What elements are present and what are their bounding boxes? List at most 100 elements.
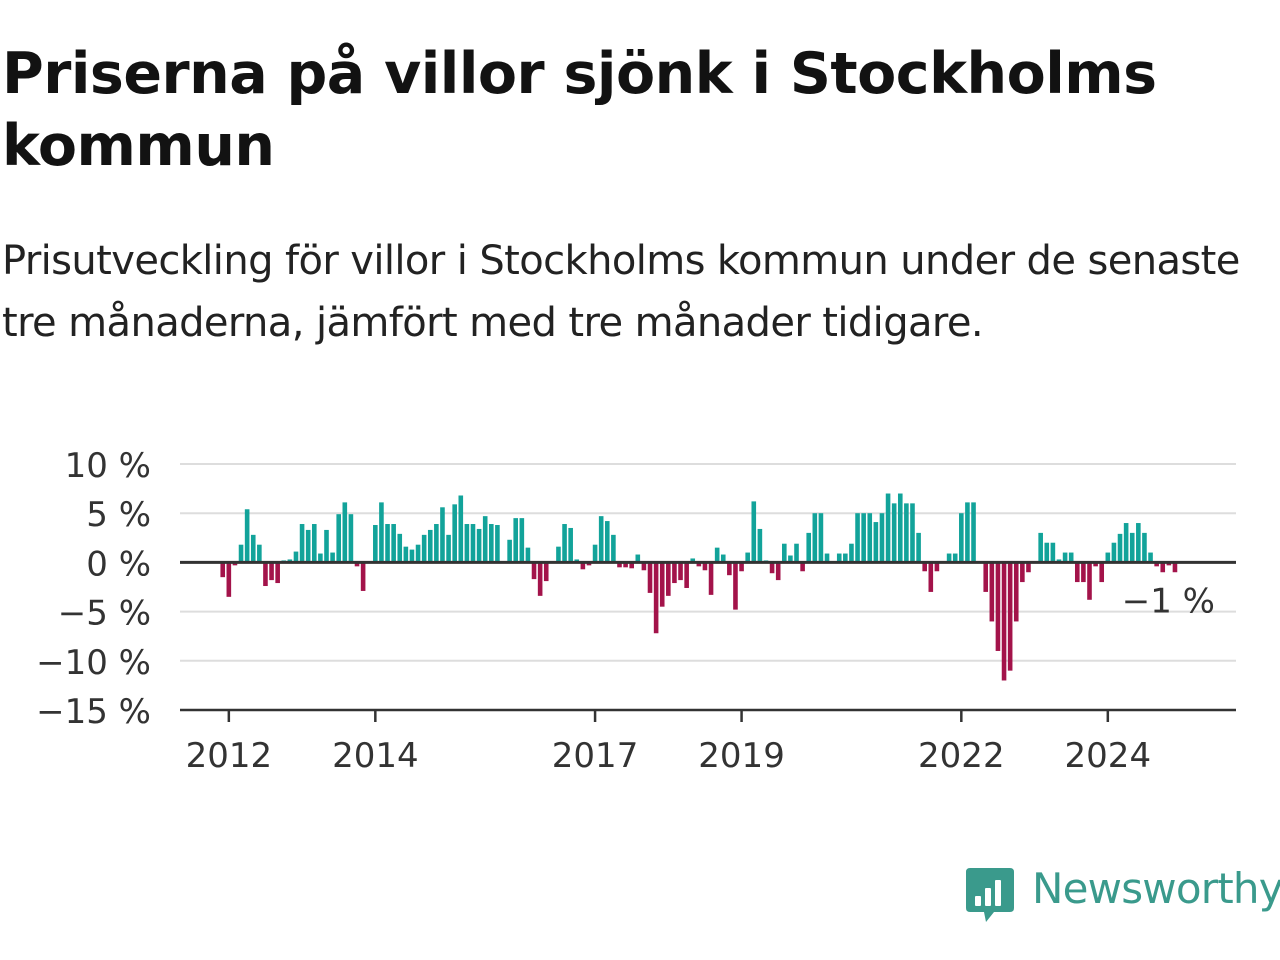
bar: [464, 524, 470, 563]
bar: [598, 516, 604, 563]
bar: [1026, 562, 1031, 573]
y-tick-label: −10 %: [36, 643, 151, 683]
bar: [1001, 562, 1007, 681]
bar: [873, 522, 879, 563]
bar: [409, 549, 415, 563]
bar: [293, 551, 299, 563]
bar: [733, 562, 738, 610]
chart-title: Priserna på villor sjönk i Stockholms ko…: [2, 41, 1157, 179]
bar: [592, 544, 598, 563]
bar: [879, 513, 885, 563]
bar: [1172, 562, 1178, 573]
bar: [1081, 562, 1086, 583]
bar: [1142, 532, 1147, 563]
bar: [836, 553, 842, 563]
bar: [1050, 542, 1056, 563]
bar: [959, 513, 964, 563]
bar: [1117, 533, 1123, 563]
bar: [672, 562, 677, 584]
bar: [299, 524, 305, 563]
bar: [311, 524, 317, 563]
bar: [843, 553, 848, 563]
bar: [525, 547, 531, 563]
bar: [965, 502, 970, 563]
x-tick-label: 2012: [186, 736, 273, 776]
chart-subtitle: Prisutveckling för villor i Stockholms k…: [2, 238, 1240, 346]
bar: [531, 562, 537, 580]
bar: [562, 524, 567, 563]
newsworthy-logo-icon: [966, 868, 1014, 922]
bar: [543, 562, 549, 582]
bar: [220, 562, 226, 578]
bar: [250, 534, 256, 563]
y-tick-label: −15 %: [36, 692, 151, 732]
bar: [666, 562, 671, 596]
bar: [305, 529, 311, 563]
bar: [275, 562, 280, 584]
brand-name: Newsworthy: [1032, 864, 1280, 913]
bar-chart: 10 %5 %0 %−5 %−10 %−15 % 2012 2014 2017 201…: [36, 446, 1236, 776]
bar: [1038, 532, 1043, 563]
bar: [1160, 562, 1166, 573]
bar: [910, 503, 915, 563]
bar: [641, 562, 647, 571]
bar: [904, 503, 909, 563]
bar: [818, 513, 824, 563]
bar: [1007, 562, 1013, 671]
bar: [336, 514, 342, 563]
bar: [946, 553, 952, 563]
bar: [757, 528, 763, 563]
bar: [342, 502, 348, 563]
y-tick-label: 10 %: [65, 446, 151, 486]
bar: [623, 562, 628, 568]
y-axis: 10 % 5 % 0 % −5 % −10 % −15 %: [36, 446, 151, 732]
bar: [519, 518, 525, 563]
x-tick-label: 2017: [552, 736, 639, 776]
bar: [690, 558, 696, 563]
bar: [922, 562, 927, 572]
bar: [269, 562, 274, 581]
bar: [1111, 542, 1117, 563]
bar: [507, 539, 512, 563]
bar: [696, 562, 702, 567]
bar: [775, 562, 781, 581]
bar: [604, 521, 610, 563]
bar-series: [220, 493, 1178, 681]
bar: [891, 503, 897, 563]
bar: [989, 562, 995, 622]
bar: [452, 504, 457, 563]
y-tick-label: −5 %: [58, 594, 151, 634]
bar: [897, 493, 903, 563]
bar: [1154, 562, 1159, 567]
bar: [971, 502, 976, 563]
bar: [360, 562, 366, 591]
x-tick-label: 2014: [332, 736, 419, 776]
bar: [226, 562, 232, 597]
bar: [476, 528, 482, 563]
bar: [403, 546, 409, 563]
bar: [318, 553, 323, 563]
bar: [556, 546, 561, 563]
x-tick-label: 2019: [698, 736, 785, 776]
bar: [885, 493, 891, 563]
bar: [580, 562, 586, 570]
bar: [861, 513, 866, 563]
bar: [659, 562, 665, 607]
bar: [470, 524, 476, 563]
bar: [952, 553, 958, 563]
bar: [489, 524, 494, 563]
bar: [458, 495, 464, 563]
bar: [257, 544, 262, 563]
bar: [727, 562, 732, 576]
annotations: −1 %: [1122, 582, 1215, 622]
bar: [440, 507, 445, 563]
bar: [635, 554, 641, 563]
bar: [1013, 562, 1019, 622]
bar: [678, 562, 683, 581]
bar: [806, 532, 812, 563]
bar: [324, 529, 329, 563]
bar: [629, 562, 634, 569]
bar: [513, 518, 519, 563]
bar: [537, 562, 543, 596]
bar: [354, 562, 360, 567]
